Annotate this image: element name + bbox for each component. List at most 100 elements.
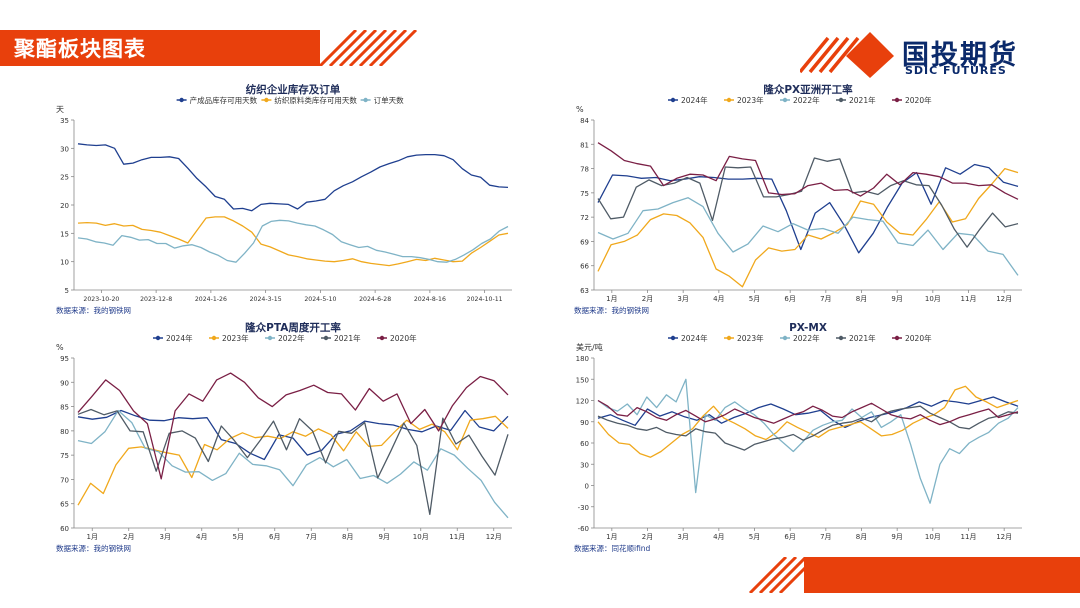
header-bar bbox=[0, 30, 320, 66]
x-tick-label: 9月 bbox=[891, 533, 902, 541]
y-axis-label: 美元/吨 bbox=[576, 342, 603, 352]
chart-title: 纺织企业库存及订单 bbox=[246, 83, 341, 96]
chart-title: 隆众PTA周度开工率 bbox=[245, 321, 341, 334]
x-tick-label: 2024-8-16 bbox=[414, 296, 446, 303]
footer-bar bbox=[804, 557, 1080, 593]
series-line bbox=[77, 409, 509, 519]
logo-mark bbox=[800, 32, 894, 78]
x-tick-label: 2024-6-28 bbox=[359, 296, 391, 303]
legend-label: 2023年 bbox=[737, 95, 764, 105]
y-tick-label: 85 bbox=[60, 404, 69, 412]
legend-marker bbox=[726, 335, 732, 341]
x-tick-label: 5月 bbox=[749, 295, 760, 303]
legend-label: 2020年 bbox=[390, 333, 417, 343]
y-tick-label: 5 bbox=[65, 287, 69, 295]
x-tick-label: 6月 bbox=[269, 533, 280, 541]
x-tick-label: 3月 bbox=[677, 295, 688, 303]
legend-marker bbox=[363, 97, 368, 103]
y-tick-label: 30 bbox=[580, 461, 589, 469]
x-tick-label: 1月 bbox=[606, 533, 617, 541]
x-tick-label: 8月 bbox=[856, 295, 867, 303]
x-tick-label: 2024-5-10 bbox=[304, 296, 336, 303]
x-tick-label: 12月 bbox=[486, 533, 502, 541]
y-tick-label: 75 bbox=[580, 190, 589, 198]
y-tick-label: -60 bbox=[578, 525, 589, 533]
source-note-4: 数据来源：同花顺ifind bbox=[574, 544, 651, 553]
series-line bbox=[77, 408, 509, 516]
y-tick-label: 75 bbox=[60, 452, 69, 460]
x-tick-label: 12月 bbox=[996, 295, 1012, 303]
legend-label: 2022年 bbox=[278, 333, 305, 343]
legend-marker bbox=[782, 97, 788, 103]
y-tick-label: 72 bbox=[580, 214, 589, 222]
legend-label: 2024年 bbox=[166, 333, 193, 343]
y-tick-label: 81 bbox=[580, 141, 589, 149]
y-tick-label: 25 bbox=[60, 174, 69, 182]
series-line bbox=[597, 163, 1019, 254]
x-tick-label: 10月 bbox=[925, 533, 941, 541]
y-tick-label: 60 bbox=[580, 440, 589, 448]
y-axis-label: 天 bbox=[56, 105, 64, 114]
y-tick-label: 20 bbox=[60, 202, 69, 210]
series-line bbox=[597, 399, 1019, 426]
x-tick-label: 3月 bbox=[160, 533, 171, 541]
chart-pta-weekly-utilization: 隆众PTA周度开工率 2024年 2023年 2022年 2021年 2020年% 60 65… bbox=[56, 321, 512, 541]
x-tick-label: 11月 bbox=[449, 533, 465, 541]
legend-marker bbox=[726, 97, 732, 103]
x-tick-label: 2023-12-8 bbox=[140, 296, 172, 303]
legend-marker bbox=[323, 335, 329, 341]
x-tick-label: 8月 bbox=[342, 533, 353, 541]
source-note-3: 数据来源：我的钢铁网 bbox=[56, 544, 131, 553]
series-line bbox=[77, 216, 509, 267]
x-tick-label: 12月 bbox=[996, 533, 1012, 541]
y-tick-label: 0 bbox=[585, 483, 589, 491]
legend-label: 纺织原料类库存可用天数 bbox=[274, 95, 357, 105]
source-note-2: 数据来源：我的钢铁网 bbox=[574, 306, 649, 315]
x-tick-label: 2月 bbox=[642, 533, 653, 541]
legend-label: 2023年 bbox=[737, 333, 764, 343]
y-tick-label: 78 bbox=[580, 166, 589, 174]
legend-marker bbox=[179, 97, 184, 103]
y-tick-label: 30 bbox=[60, 145, 69, 153]
x-tick-label: 2023-10-20 bbox=[83, 296, 119, 303]
x-tick-label: 10月 bbox=[413, 533, 429, 541]
y-tick-label: 150 bbox=[576, 376, 589, 384]
x-tick-label: 5月 bbox=[749, 533, 760, 541]
legend-label: 2024年 bbox=[681, 333, 708, 343]
y-tick-label: 90 bbox=[580, 419, 589, 427]
y-tick-label: 35 bbox=[60, 117, 69, 125]
legend-marker bbox=[379, 335, 385, 341]
legend-marker bbox=[838, 335, 844, 341]
page-title: 聚酯板块图表 bbox=[14, 37, 146, 61]
x-tick-label: 11月 bbox=[961, 533, 977, 541]
chart-title: PX-MX bbox=[789, 322, 827, 334]
series-line bbox=[597, 385, 1019, 458]
chart-title: 隆众PX亚洲开工率 bbox=[763, 83, 853, 96]
logo-en-text: SDIC FUTURES bbox=[905, 64, 1007, 77]
legend-marker bbox=[670, 335, 676, 341]
x-tick-label: 9月 bbox=[379, 533, 390, 541]
legend-marker bbox=[155, 335, 161, 341]
x-tick-label: 4月 bbox=[713, 533, 724, 541]
source-note-1: 数据来源：我的钢铁网 bbox=[56, 306, 131, 315]
series-line bbox=[597, 142, 1019, 200]
legend-marker bbox=[894, 335, 900, 341]
y-tick-label: 60 bbox=[60, 525, 69, 533]
legend-marker bbox=[838, 97, 844, 103]
x-tick-label: 2月 bbox=[123, 533, 134, 541]
y-axis-label: % bbox=[56, 343, 64, 352]
series-line bbox=[597, 167, 1019, 288]
x-tick-label: 6月 bbox=[784, 533, 795, 541]
legend-marker bbox=[211, 335, 217, 341]
series-line bbox=[597, 197, 1019, 276]
series-line bbox=[597, 378, 1019, 504]
x-tick-label: 9月 bbox=[891, 295, 902, 303]
x-tick-label: 11月 bbox=[961, 295, 977, 303]
y-tick-label: 10 bbox=[60, 259, 69, 267]
x-tick-label: 8月 bbox=[856, 533, 867, 541]
y-tick-label: 66 bbox=[580, 263, 589, 271]
legend-marker bbox=[267, 335, 273, 341]
y-tick-label: 95 bbox=[60, 355, 69, 363]
